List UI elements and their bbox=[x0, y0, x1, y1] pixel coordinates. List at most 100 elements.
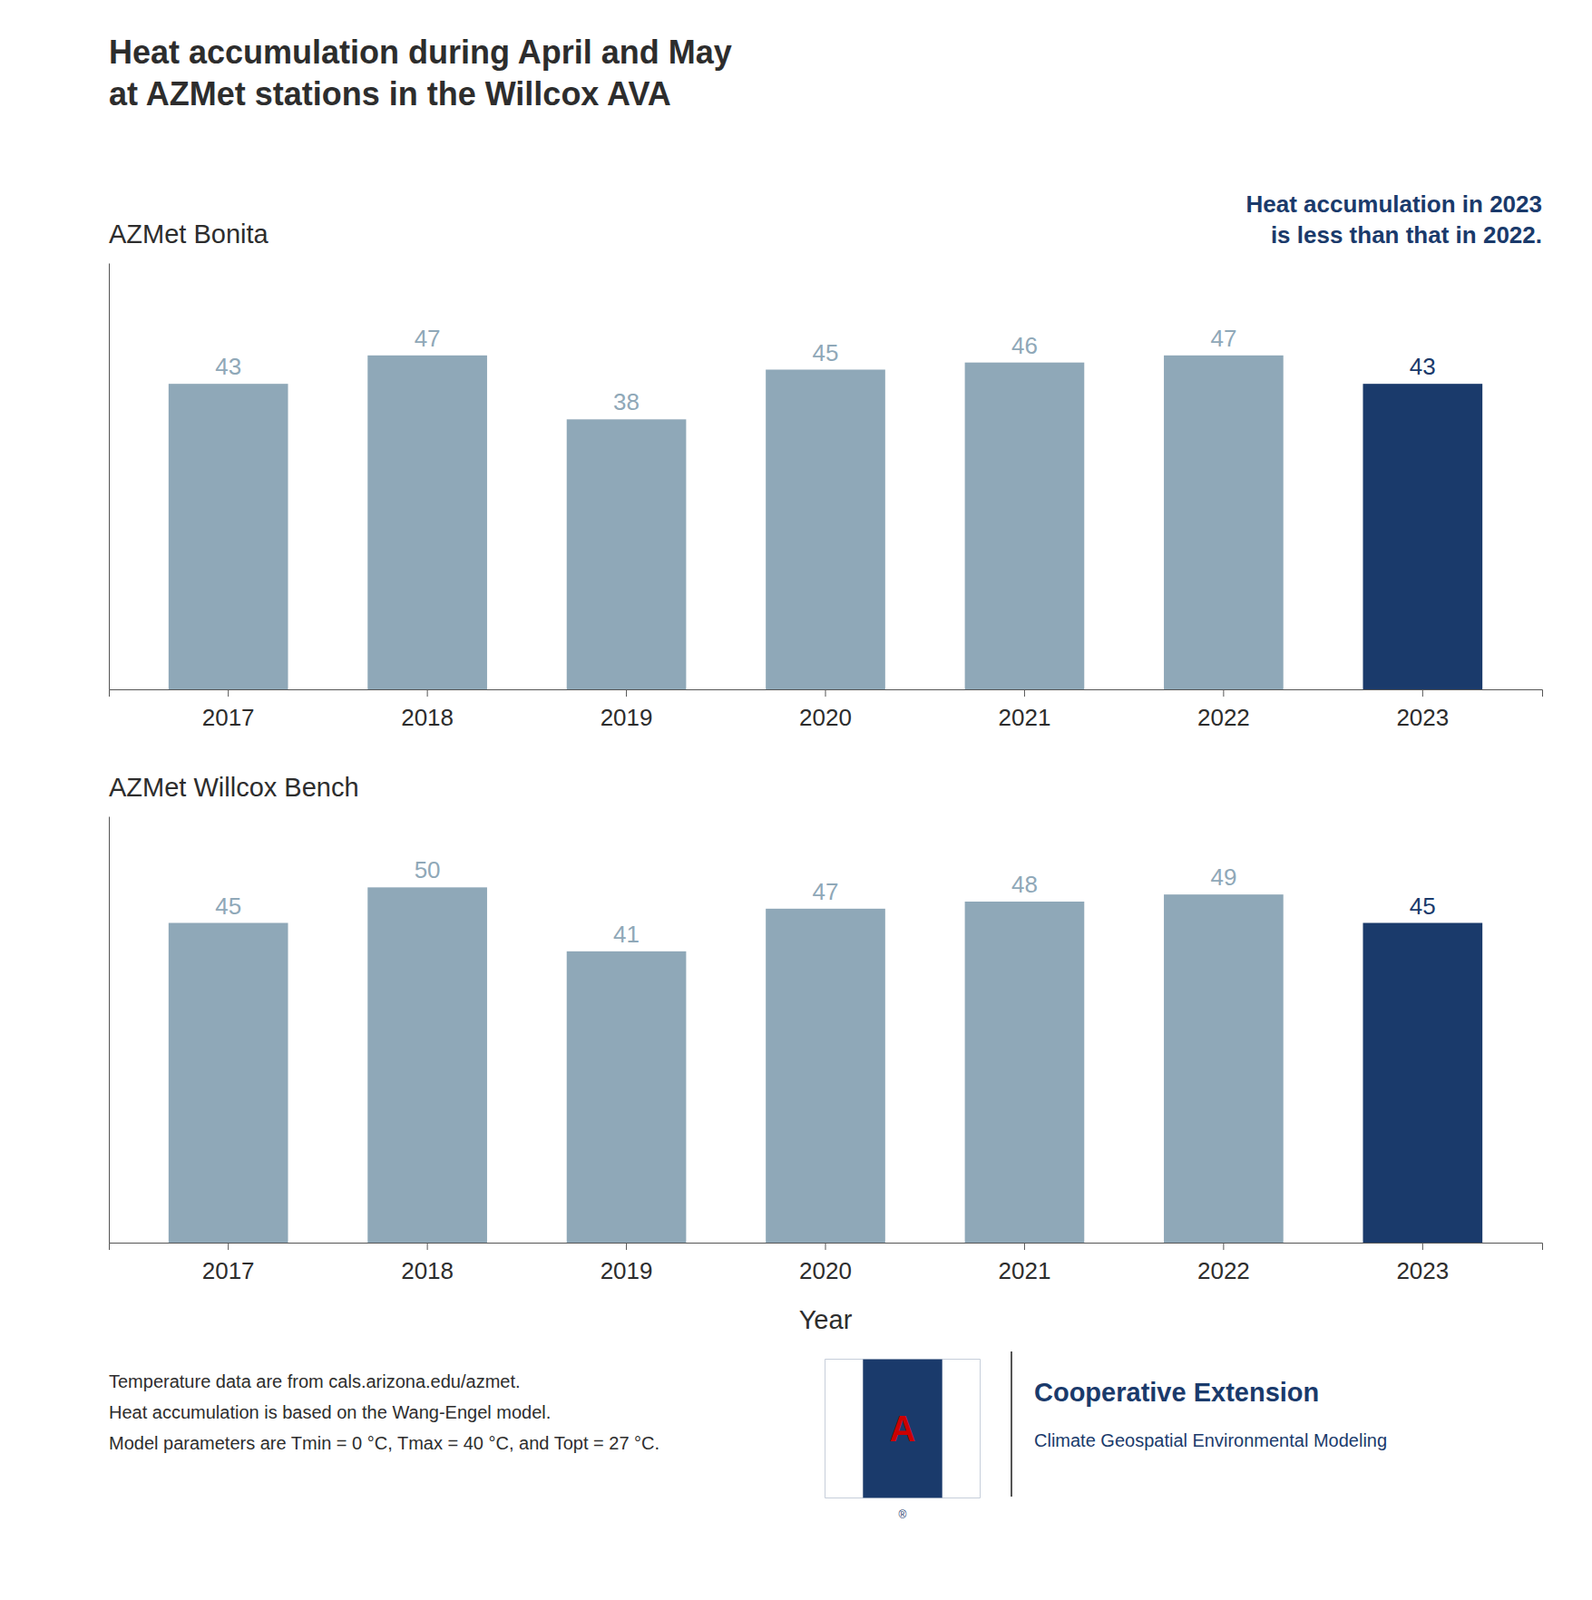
data-label: 49 bbox=[1210, 863, 1237, 891]
data-label: 41 bbox=[613, 920, 640, 948]
title: Heat accumulation during April and May bbox=[108, 33, 733, 71]
logo-column bbox=[942, 1359, 981, 1499]
title-group: Heat accumulation during April and May at… bbox=[108, 33, 733, 113]
x-axis-title: Year bbox=[799, 1305, 853, 1335]
x-tick: 2019 bbox=[600, 1242, 654, 1285]
x-tick-mark bbox=[1222, 689, 1224, 697]
bar bbox=[765, 908, 886, 1243]
x-tick-mark bbox=[227, 1242, 229, 1251]
chart-root: Heat accumulation during April and May at… bbox=[0, 0, 1592, 1600]
subplot: 2017 2018 2019 2020 2021 2022 2023 45 50 41 47 48 49… bbox=[108, 772, 1544, 1335]
bar bbox=[1363, 383, 1484, 690]
logo-mark: ® bbox=[898, 1508, 908, 1522]
y-axis bbox=[108, 817, 110, 1244]
data-label: 38 bbox=[613, 388, 640, 416]
org-subtitle: Climate Geospatial Environmental Modelin… bbox=[1034, 1430, 1387, 1451]
data-label: 48 bbox=[1011, 870, 1038, 899]
x-tick-label: 2023 bbox=[1396, 703, 1449, 732]
x-tick: 2017 bbox=[202, 1242, 255, 1285]
x-tick-label: 2020 bbox=[799, 1257, 852, 1285]
x-tick-mark bbox=[825, 689, 827, 697]
annotation-line: Heat accumulation in 2023 bbox=[1245, 190, 1543, 218]
bar bbox=[765, 370, 886, 691]
x-tick-label: 2022 bbox=[1197, 1257, 1251, 1285]
bar bbox=[566, 951, 687, 1243]
background bbox=[0, 0, 1592, 1600]
x-tick-label: 2022 bbox=[1197, 703, 1251, 732]
bar bbox=[965, 362, 1085, 690]
x-tick-mark bbox=[825, 1242, 827, 1251]
x-tick-label: 2019 bbox=[600, 1257, 654, 1285]
x-tick-label: 2023 bbox=[1396, 1257, 1449, 1285]
subplot-title: AZMet Bonita bbox=[108, 219, 270, 249]
bar bbox=[1363, 923, 1484, 1244]
x-tick: 2022 bbox=[1197, 1242, 1251, 1285]
x-axis-line bbox=[109, 1243, 1544, 1251]
x-tick-label: 2021 bbox=[998, 703, 1052, 732]
x-tick: 2021 bbox=[998, 689, 1052, 732]
data-label: 45 bbox=[812, 339, 840, 367]
x-tick-label: 2019 bbox=[600, 703, 654, 732]
footer-line: Heat accumulation is based on the Wang-E… bbox=[108, 1402, 551, 1423]
bar bbox=[168, 923, 289, 1244]
data-label: 47 bbox=[1210, 324, 1237, 352]
bars bbox=[168, 355, 1483, 690]
data-label: 43 bbox=[214, 352, 242, 381]
data-labels: 43 47 38 45 46 47 43 bbox=[214, 324, 1436, 417]
x-tick-mark bbox=[625, 1242, 627, 1251]
x-tick-label: 2017 bbox=[202, 703, 255, 732]
data-label: 50 bbox=[414, 856, 441, 884]
x-tick: 2023 bbox=[1396, 689, 1449, 732]
subplot-title: AZMet Willcox Bench bbox=[108, 772, 360, 802]
x-tick-mark bbox=[1222, 1242, 1224, 1251]
x-tick-label: 2017 bbox=[202, 1257, 255, 1285]
footer: Temperature data are from cals.arizona.e… bbox=[108, 1371, 660, 1454]
data-label: 45 bbox=[1409, 892, 1436, 920]
x-tick-mark bbox=[1422, 689, 1424, 697]
footer-line: Model parameters are Tmin = 0 °C, Tmax =… bbox=[108, 1433, 660, 1454]
bar bbox=[168, 383, 289, 690]
bar bbox=[1163, 894, 1284, 1243]
x-tick: 2018 bbox=[400, 1242, 454, 1285]
data-label: 46 bbox=[1011, 332, 1038, 360]
x-tick-mark bbox=[427, 689, 429, 697]
separator bbox=[1010, 1351, 1013, 1497]
x-tick: 2019 bbox=[600, 689, 654, 732]
x-tick-label: 2018 bbox=[400, 703, 454, 732]
logo-box bbox=[825, 1359, 981, 1499]
x-tick-label: 2018 bbox=[400, 1257, 454, 1285]
x-tick-mark bbox=[625, 689, 627, 697]
x-tick-label: 2021 bbox=[998, 1257, 1052, 1285]
data-labels: 45 50 41 47 48 49 45 bbox=[214, 856, 1436, 948]
bar bbox=[566, 419, 687, 690]
bar bbox=[965, 901, 1085, 1243]
x-tick-mark bbox=[1422, 1242, 1424, 1251]
bar bbox=[1163, 355, 1284, 690]
data-label: 47 bbox=[414, 324, 441, 352]
footer-line: Temperature data are from cals.arizona.e… bbox=[108, 1371, 521, 1392]
x-tick-mark bbox=[227, 689, 229, 697]
x-tick: 2017 bbox=[202, 689, 255, 732]
bar bbox=[367, 887, 488, 1243]
x-tick-mark bbox=[1024, 689, 1026, 697]
data-label: 45 bbox=[214, 892, 242, 920]
x-tick: 2021 bbox=[998, 1242, 1052, 1285]
x-axis: 2017 2018 2019 2020 2021 2022 2023 bbox=[109, 1242, 1544, 1285]
x-tick: 2023 bbox=[1396, 1242, 1449, 1285]
logo-letter: A bbox=[889, 1408, 917, 1449]
annotation-line: is less than that in 2022. bbox=[1270, 221, 1543, 249]
y-axis-line bbox=[108, 263, 110, 691]
org-name: Cooperative Extension bbox=[1034, 1377, 1319, 1407]
title: at AZMet stations in the Willcox AVA bbox=[108, 75, 672, 113]
data-label: 47 bbox=[812, 878, 840, 906]
y-axis-line bbox=[108, 817, 110, 1244]
annotation: Heat accumulation in 2023 is less than th… bbox=[1245, 190, 1543, 249]
x-tick: 2018 bbox=[400, 689, 454, 732]
logo-column bbox=[825, 1359, 864, 1499]
x-tick: 2020 bbox=[799, 1242, 852, 1285]
x-tick: 2022 bbox=[1197, 689, 1251, 732]
data-label: 43 bbox=[1409, 352, 1436, 381]
bar bbox=[367, 355, 488, 690]
bars bbox=[168, 887, 1483, 1243]
x-tick-label: 2020 bbox=[799, 703, 852, 732]
